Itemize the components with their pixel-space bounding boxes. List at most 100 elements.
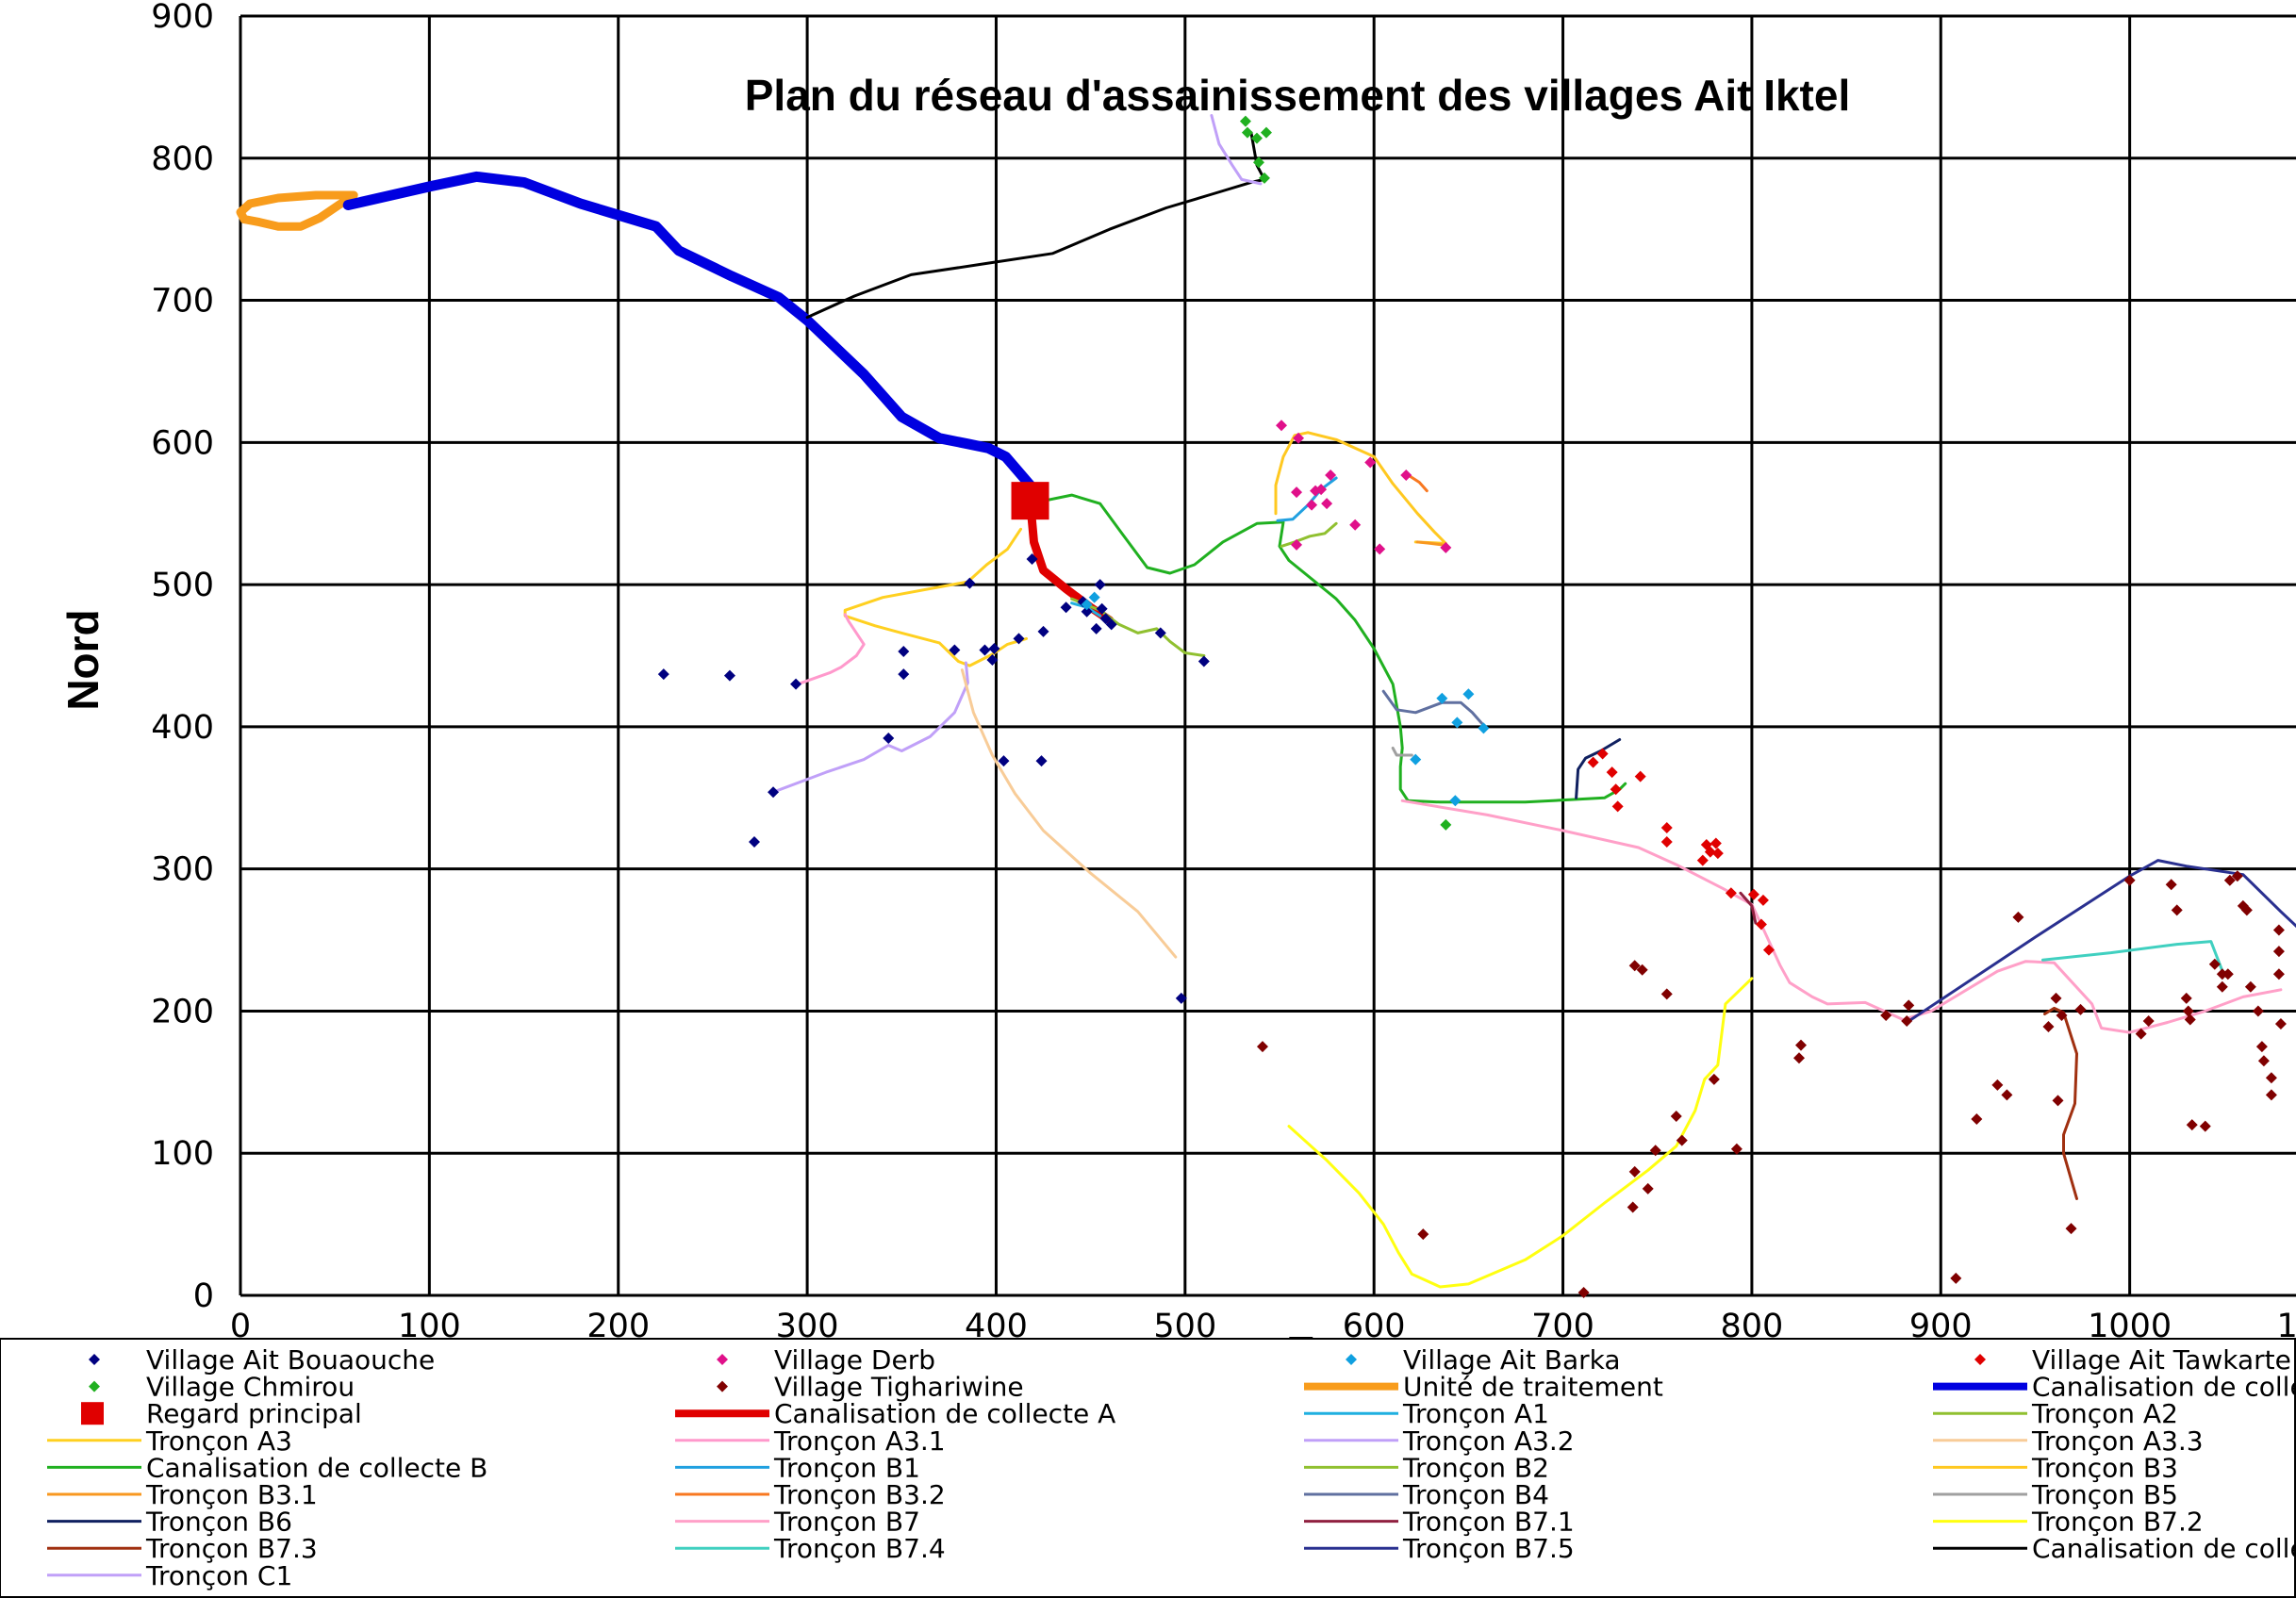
- series-line-tron-on-a3-1: [796, 613, 866, 686]
- point-marker: [1795, 1039, 1808, 1051]
- point-marker: [2001, 1089, 2013, 1101]
- point-marker: [1991, 1079, 2004, 1091]
- legend-label: Tronçon A3.1: [773, 1425, 946, 1457]
- point-marker: [1094, 579, 1106, 591]
- legend-label: Tronçon C1: [145, 1560, 292, 1591]
- point-marker: [2231, 870, 2243, 882]
- point-marker: [1256, 1041, 1268, 1053]
- point-marker: [1293, 432, 1305, 444]
- point-marker: [1011, 482, 1049, 520]
- point-marker: [1026, 552, 1038, 565]
- point-marker: [1105, 618, 1117, 631]
- y-tick-label: 100: [151, 1135, 214, 1173]
- series-line-canalisation-de-collecte-c: [805, 131, 1266, 320]
- legend-label: Tronçon B3.1: [145, 1479, 318, 1510]
- point-marker: [1099, 613, 1112, 625]
- point-marker: [2257, 1055, 2270, 1067]
- point-marker: [1757, 894, 1769, 906]
- legend-label: Canalisation de collecte A: [774, 1398, 1115, 1429]
- point-marker: [1587, 756, 1599, 768]
- point-marker: [1400, 470, 1412, 482]
- point-marker: [1198, 655, 1210, 667]
- series-line-tron-on-b7-1: [1739, 891, 1758, 925]
- point-marker: [1013, 633, 1025, 645]
- point-marker: [2272, 924, 2285, 936]
- point-marker: [1649, 1145, 1661, 1157]
- point-marker: [1634, 770, 1646, 783]
- point-marker: [1241, 126, 1253, 139]
- point-marker: [1611, 800, 1624, 813]
- point-marker: [2135, 1028, 2147, 1040]
- point-marker: [1903, 999, 1915, 1012]
- y-tick-label: 200: [151, 993, 214, 1030]
- point-marker: [1451, 717, 1463, 729]
- point-marker: [1670, 1111, 1682, 1123]
- point-marker: [2123, 874, 2136, 886]
- point-marker: [986, 654, 999, 667]
- legend-swatch: [1346, 1354, 1357, 1365]
- legend-label: Village Ait Tawkarte: [2032, 1344, 2291, 1376]
- series-line-canalisation-de-collecte-a: [1026, 496, 1115, 625]
- x-tick-label: 1100: [2276, 1308, 2296, 1345]
- point-marker: [1260, 126, 1272, 139]
- point-marker: [1462, 688, 1475, 700]
- point-marker: [1478, 722, 1490, 734]
- point-marker: [898, 668, 910, 681]
- point-marker: [1747, 888, 1759, 900]
- legend-label: Tronçon B4: [1402, 1479, 1549, 1510]
- point-marker: [1971, 1113, 1983, 1126]
- legend-label: Village Chmirou: [146, 1372, 355, 1403]
- legend-label: Canalisation de collecte C: [2032, 1533, 2296, 1564]
- legend-label: Tronçon B3.2: [773, 1479, 946, 1510]
- point-marker: [2255, 1041, 2268, 1053]
- point-marker: [1901, 1014, 1913, 1027]
- point-marker: [1880, 1009, 1892, 1021]
- y-tick-label: 800: [151, 140, 214, 178]
- point-marker: [2216, 980, 2228, 993]
- x-tick-label: 0: [230, 1308, 251, 1345]
- legend-label: Tronçon B3: [2031, 1452, 2178, 1483]
- series-line-tron-on-c1: [1210, 114, 1263, 186]
- legend-label: Tronçon A3.3: [2031, 1425, 2204, 1457]
- legend-label: Tronçon B5: [2031, 1479, 2178, 1510]
- point-marker: [1762, 944, 1775, 956]
- point-marker: [2199, 1120, 2211, 1132]
- point-marker: [1239, 115, 1251, 127]
- point-marker: [1642, 1182, 1654, 1194]
- point-marker: [2182, 1005, 2194, 1017]
- point-marker: [1660, 988, 1673, 1000]
- legend-swatch: [81, 1402, 104, 1425]
- y-tick-label: 400: [151, 709, 214, 747]
- legend-label: Canalisation de collecte: [2032, 1372, 2296, 1403]
- legend-label: Tronçon A3: [145, 1425, 292, 1457]
- point-marker: [1417, 1228, 1429, 1241]
- series-markers: [657, 115, 2287, 1298]
- point-marker: [1096, 602, 1108, 615]
- legend-label: Tronçon B7.3: [145, 1533, 318, 1564]
- point-marker: [2065, 1223, 2077, 1235]
- point-marker: [1258, 172, 1270, 184]
- point-marker: [2222, 968, 2234, 980]
- point-marker: [1606, 766, 1618, 779]
- legend-label: Tronçon A1: [1402, 1398, 1549, 1429]
- point-marker: [723, 669, 735, 682]
- series-lines: [236, 114, 2296, 1289]
- point-marker: [1676, 1134, 1688, 1146]
- point-marker: [2180, 992, 2192, 1004]
- point-marker: [1950, 1272, 1962, 1284]
- point-marker: [1436, 692, 1448, 704]
- legend-label: Tronçon B1: [773, 1452, 920, 1483]
- point-marker: [1660, 821, 1673, 833]
- legend: Village Ait Bouaouche Village Derb Village…: [0, 1338, 2296, 1598]
- y-tick-label: 300: [151, 851, 214, 889]
- series-line-tron-on-a3-3: [960, 668, 1178, 959]
- point-marker: [1627, 1201, 1639, 1213]
- y-tick-label: 500: [151, 567, 214, 604]
- point-marker: [2052, 1095, 2064, 1107]
- series-line-tron-on-b7-5: [1905, 859, 2296, 1024]
- point-marker: [979, 644, 991, 656]
- point-marker: [1088, 591, 1100, 603]
- y-tick-label: 600: [151, 424, 214, 462]
- legend-box: [0, 1338, 2296, 1598]
- point-marker: [2165, 879, 2177, 891]
